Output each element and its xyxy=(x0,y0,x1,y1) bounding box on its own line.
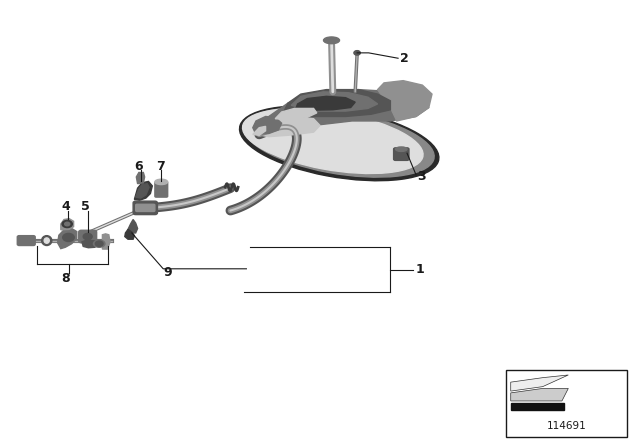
Circle shape xyxy=(83,233,92,240)
Polygon shape xyxy=(275,108,317,120)
Polygon shape xyxy=(82,240,99,248)
FancyBboxPatch shape xyxy=(394,148,409,160)
Polygon shape xyxy=(58,228,77,249)
Ellipse shape xyxy=(243,109,423,173)
Polygon shape xyxy=(102,234,110,249)
Ellipse shape xyxy=(354,51,360,55)
FancyBboxPatch shape xyxy=(79,230,97,243)
Ellipse shape xyxy=(42,236,52,246)
Circle shape xyxy=(62,220,72,228)
Polygon shape xyxy=(134,181,152,200)
Polygon shape xyxy=(253,116,282,134)
FancyBboxPatch shape xyxy=(506,370,627,437)
FancyBboxPatch shape xyxy=(136,204,155,211)
Circle shape xyxy=(95,241,103,246)
Polygon shape xyxy=(128,220,138,233)
Polygon shape xyxy=(294,96,355,112)
Polygon shape xyxy=(61,219,74,230)
Text: 9: 9 xyxy=(164,266,172,279)
Ellipse shape xyxy=(239,106,439,181)
Ellipse shape xyxy=(93,240,105,247)
Ellipse shape xyxy=(396,147,407,151)
Ellipse shape xyxy=(44,238,49,243)
Text: 7: 7 xyxy=(156,160,165,173)
Polygon shape xyxy=(256,116,320,137)
Text: 3: 3 xyxy=(417,170,426,183)
Text: 8: 8 xyxy=(61,272,70,285)
Polygon shape xyxy=(378,81,432,121)
Polygon shape xyxy=(291,92,378,111)
Circle shape xyxy=(65,222,70,226)
Text: 5: 5 xyxy=(81,200,90,214)
Polygon shape xyxy=(511,388,568,401)
Polygon shape xyxy=(511,375,568,391)
Polygon shape xyxy=(256,90,429,134)
FancyBboxPatch shape xyxy=(133,201,157,215)
Ellipse shape xyxy=(244,108,434,177)
Circle shape xyxy=(63,233,74,241)
Text: 1: 1 xyxy=(415,263,424,276)
Polygon shape xyxy=(125,229,134,239)
FancyBboxPatch shape xyxy=(155,182,168,197)
Polygon shape xyxy=(136,172,145,184)
Polygon shape xyxy=(136,184,149,198)
Polygon shape xyxy=(282,90,390,116)
Polygon shape xyxy=(253,126,266,135)
Text: 2: 2 xyxy=(400,52,409,65)
Polygon shape xyxy=(511,403,564,410)
Ellipse shape xyxy=(323,37,339,44)
Text: 6: 6 xyxy=(134,160,143,173)
Text: 114691: 114691 xyxy=(547,421,586,431)
Polygon shape xyxy=(397,84,426,116)
Ellipse shape xyxy=(155,179,168,185)
FancyBboxPatch shape xyxy=(17,236,35,246)
Text: 4: 4 xyxy=(61,200,70,214)
